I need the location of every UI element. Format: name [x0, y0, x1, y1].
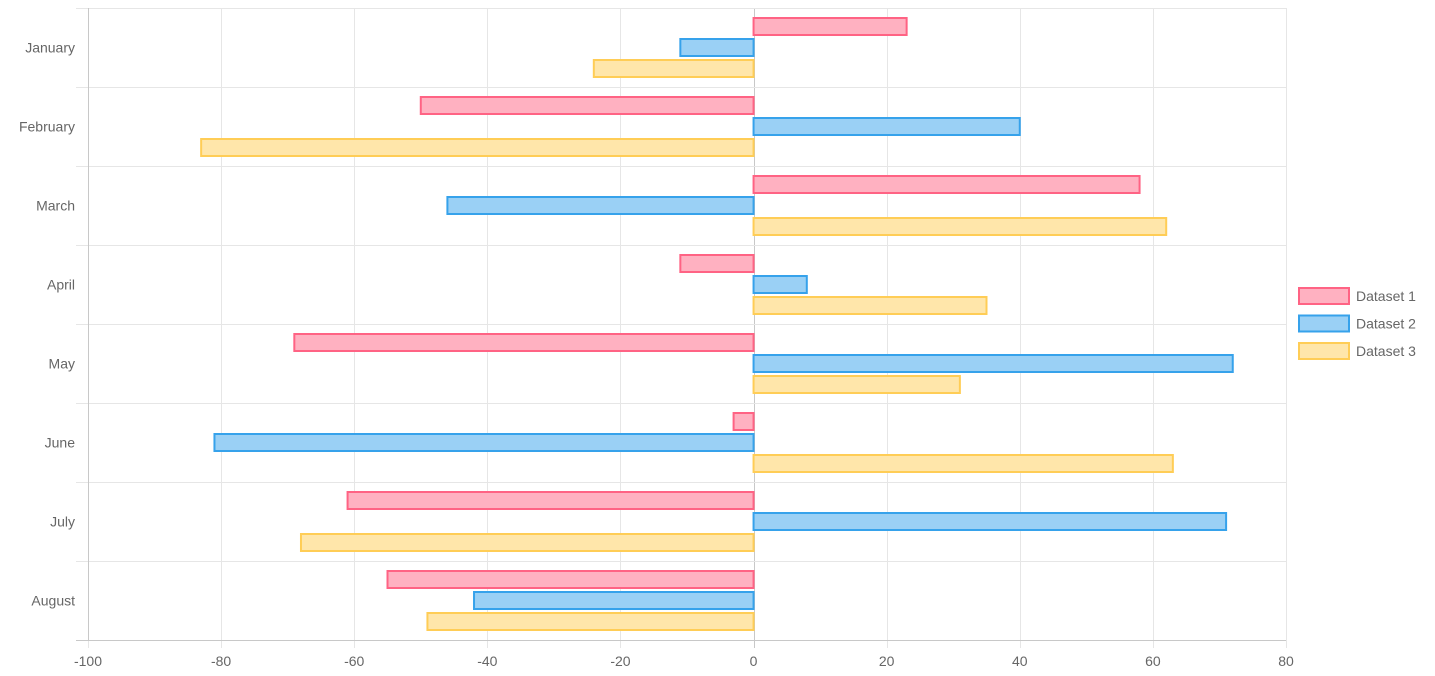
bar-dataset-3-august[interactable] [426, 612, 755, 631]
x-tick-label: -100 [74, 653, 102, 669]
y-tick-label: March [36, 198, 75, 214]
bar-dataset-1-april[interactable] [679, 254, 755, 273]
x-tick-label: 40 [1012, 653, 1028, 669]
y-tick-label: May [49, 356, 75, 372]
y-tick-label: April [47, 277, 75, 293]
legend-swatch[interactable] [1298, 314, 1350, 333]
x-tick-label: -20 [610, 653, 630, 669]
bar-dataset-3-april[interactable] [752, 296, 988, 315]
bar-dataset-2-march[interactable] [446, 196, 755, 215]
bar-dataset-3-may[interactable] [752, 375, 961, 394]
bar-dataset-2-july[interactable] [752, 512, 1228, 531]
bar-dataset-2-august[interactable] [473, 591, 755, 610]
bar-dataset-1-july[interactable] [346, 491, 755, 510]
legend-label[interactable]: Dataset 2 [1356, 316, 1416, 332]
y-tick-label: June [45, 435, 76, 451]
bar-dataset-1-august[interactable] [386, 570, 755, 589]
bar-dataset-3-june[interactable] [752, 454, 1174, 473]
x-tick-label: 60 [1145, 653, 1161, 669]
bar-dataset-2-january[interactable] [679, 38, 755, 57]
bar-dataset-2-february[interactable] [752, 117, 1021, 136]
x-tick-label: 80 [1278, 653, 1294, 669]
bar-dataset-1-february[interactable] [419, 96, 755, 115]
y-tick-label: August [31, 593, 75, 609]
x-tick-label: -80 [211, 653, 231, 669]
y-tick-label: February [19, 119, 75, 135]
bar-dataset-3-july[interactable] [299, 533, 755, 552]
x-tick-label: 0 [750, 653, 758, 669]
y-axis-labels: January February March April May June July Augu… [19, 40, 75, 609]
x-tick-label: -40 [477, 653, 497, 669]
legend-label[interactable]: Dataset 1 [1356, 288, 1416, 304]
bar-dataset-3-march[interactable] [752, 217, 1168, 236]
bar-dataset-1-may[interactable] [293, 333, 755, 352]
bars [200, 17, 1234, 631]
bar-dataset-3-february[interactable] [200, 138, 755, 157]
x-axis-labels: -100 -80 -60 -40 -20 0 20 40 60 80 [74, 653, 1294, 669]
legend-label[interactable]: Dataset 3 [1356, 343, 1416, 359]
bar-dataset-1-january[interactable] [752, 17, 908, 36]
legend-swatch[interactable] [1298, 342, 1350, 360]
y-tick-label: January [25, 40, 75, 56]
bar-dataset-3-january[interactable] [592, 59, 755, 78]
bar-dataset-2-june[interactable] [213, 433, 755, 452]
bar-dataset-2-april[interactable] [752, 275, 808, 294]
y-tick-label: July [50, 514, 75, 530]
bar-dataset-1-march[interactable] [752, 175, 1141, 194]
bar-dataset-2-may[interactable] [752, 354, 1234, 373]
x-tick-label: -60 [344, 653, 364, 669]
legend-swatch[interactable] [1298, 287, 1350, 305]
x-tick-label: 20 [879, 653, 895, 669]
legend[interactable]: Dataset 1 Dataset 2 Dataset 3 [1298, 287, 1416, 360]
bar-dataset-1-june[interactable] [732, 412, 755, 431]
